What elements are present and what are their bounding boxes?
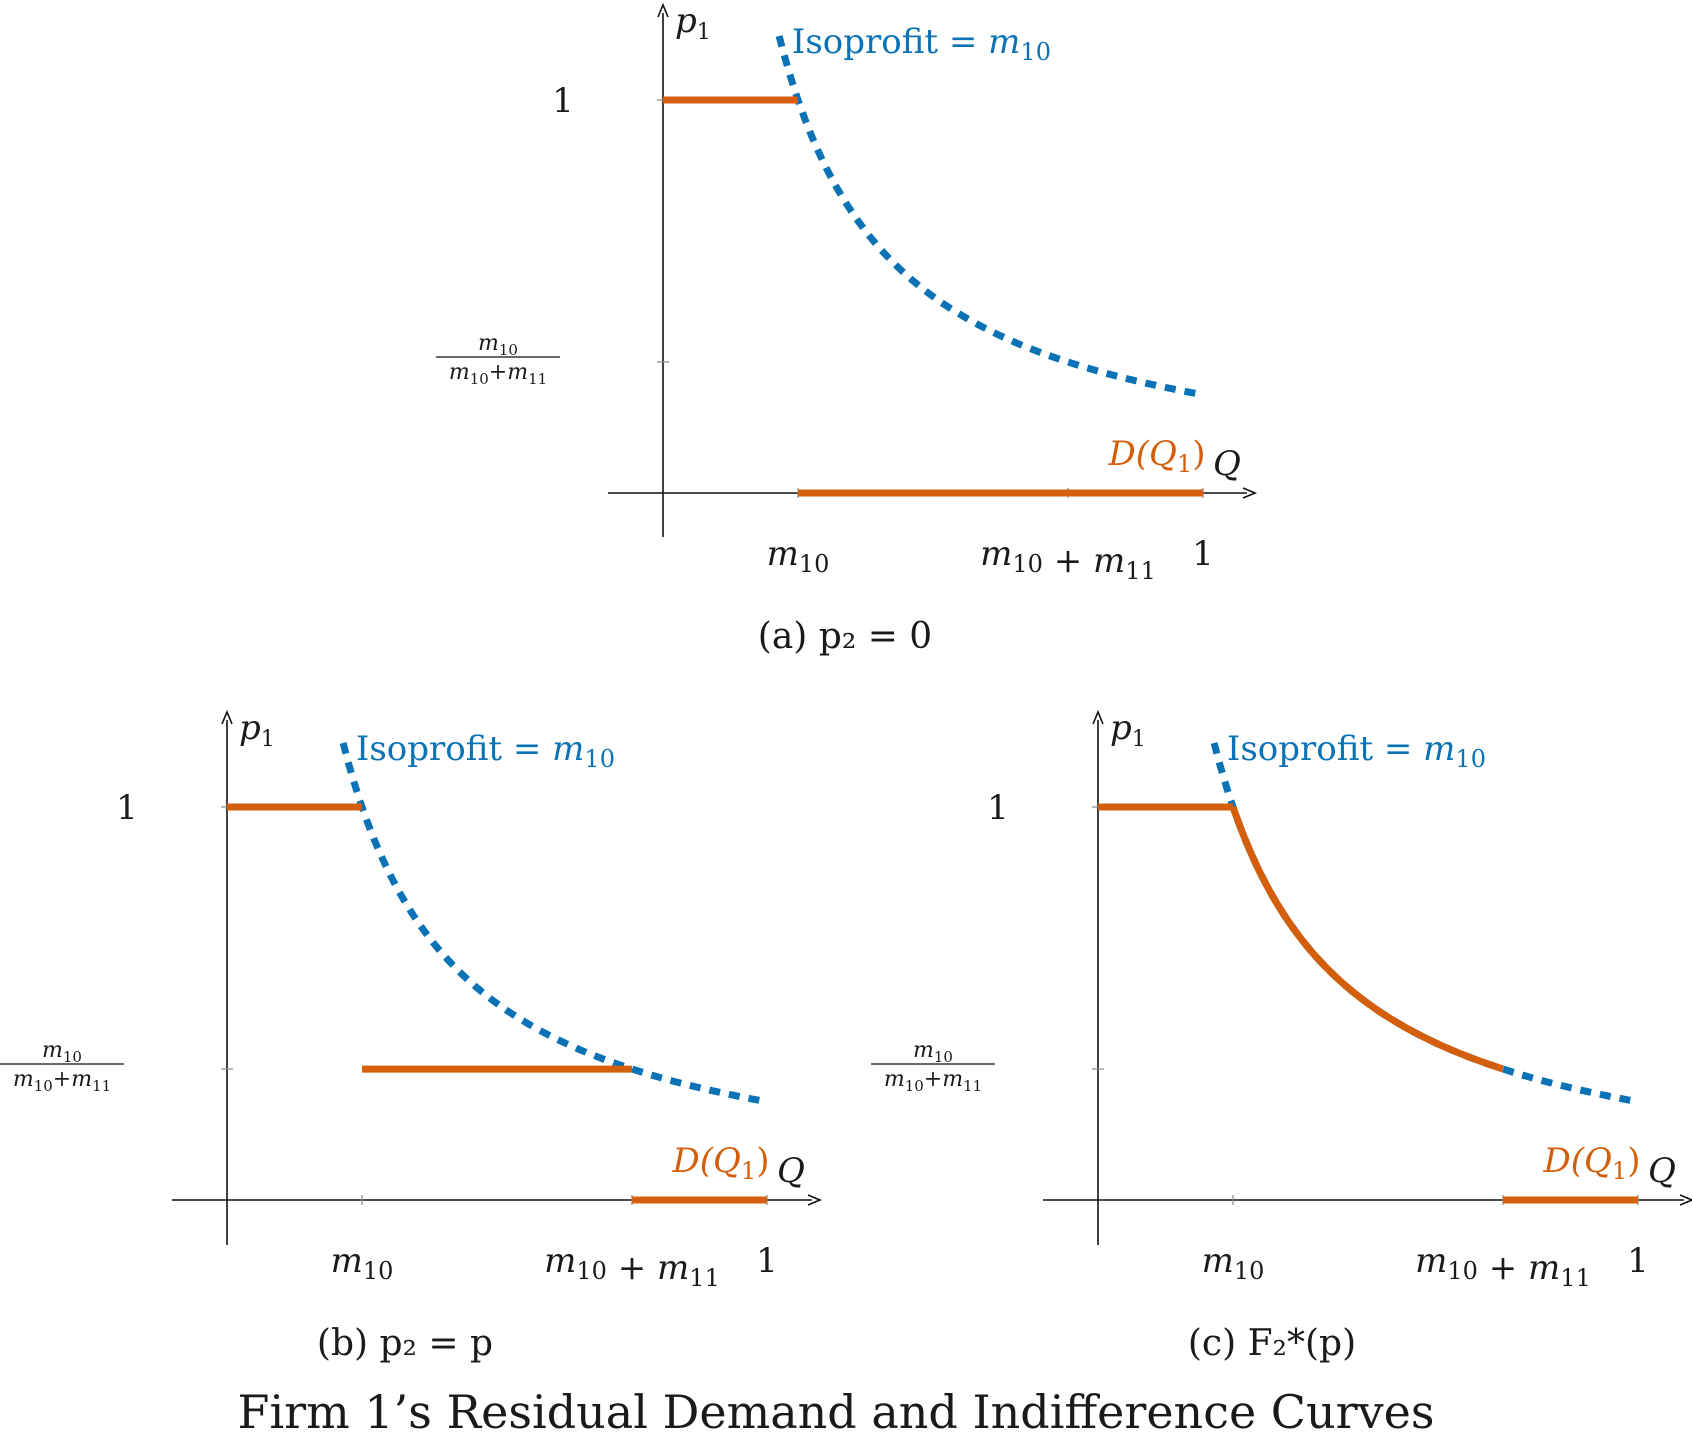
x-tick-label-1: 1 (1627, 1241, 1649, 1281)
isoprofit-label: Isoprofit = m10 (356, 729, 615, 773)
demand-label: D(Q1) (672, 1141, 770, 1185)
y-tick-frac-denominator: m10+m11 (884, 1067, 982, 1095)
y-tick-label-1: 1 (116, 788, 138, 828)
y-tick-frac-numerator: m10 (478, 331, 518, 359)
isoprofit-curve (339, 742, 768, 1106)
x-axis-arrow (1242, 487, 1258, 499)
x-tick-label-m10: m10 (1202, 1241, 1265, 1285)
x-tick-label-1: 1 (1192, 534, 1214, 574)
isoprofit-label: Isoprofit = m10 (1227, 729, 1486, 773)
x-tick-label-1: 1 (756, 1241, 778, 1281)
isoprofit-label: Isoprofit = m10 (792, 22, 1051, 66)
x-axis-arrow (807, 1194, 823, 1206)
y-tick-label-1: 1 (987, 788, 1009, 828)
x-tick-label-m10: m10 (331, 1241, 394, 1285)
x-tick-label-m10-m11: m10 + m11 (980, 534, 1156, 585)
y-axis-label: p1 (239, 708, 275, 752)
y-tick-frac-denominator: m10+m11 (449, 360, 547, 388)
x-tick-label-m10: m10 (767, 534, 830, 578)
panel-caption: (b) p₂ = p (317, 1323, 493, 1364)
y-axis-arrow (1092, 709, 1104, 725)
x-axis-label: Q (1213, 444, 1241, 484)
x-axis-arrow (1679, 1194, 1692, 1206)
y-tick-frac-numerator: m10 (42, 1038, 82, 1066)
panel-caption: (c) F₂*(p) (1188, 1323, 1356, 1364)
panel-caption: (a) p₂ = 0 (758, 616, 932, 657)
y-tick-frac-denominator: m10+m11 (13, 1067, 111, 1095)
y-tick-label-1: 1 (552, 81, 574, 121)
x-tick-label-m10-m11: m10 + m11 (1415, 1241, 1591, 1292)
isoprofit-curve (775, 35, 1204, 399)
y-axis-label: p1 (1110, 708, 1146, 752)
y-axis-arrow (221, 709, 233, 725)
y-axis-label: p1 (675, 1, 711, 45)
demand-label: D(Q1) (1108, 434, 1206, 478)
x-axis-label: Q (1648, 1151, 1676, 1191)
y-axis-arrow (657, 2, 669, 18)
y-tick-frac-numerator: m10 (913, 1038, 953, 1066)
figure-title: Firm 1’s Residual Demand and Indifferenc… (238, 1385, 1435, 1439)
isoprofit-curve (1210, 742, 1639, 1106)
demand-curve-segment (1229, 805, 1505, 1073)
x-axis-label: Q (777, 1151, 805, 1191)
demand-label: D(Q1) (1543, 1141, 1641, 1185)
x-tick-label-m10-m11: m10 + m11 (544, 1241, 720, 1292)
